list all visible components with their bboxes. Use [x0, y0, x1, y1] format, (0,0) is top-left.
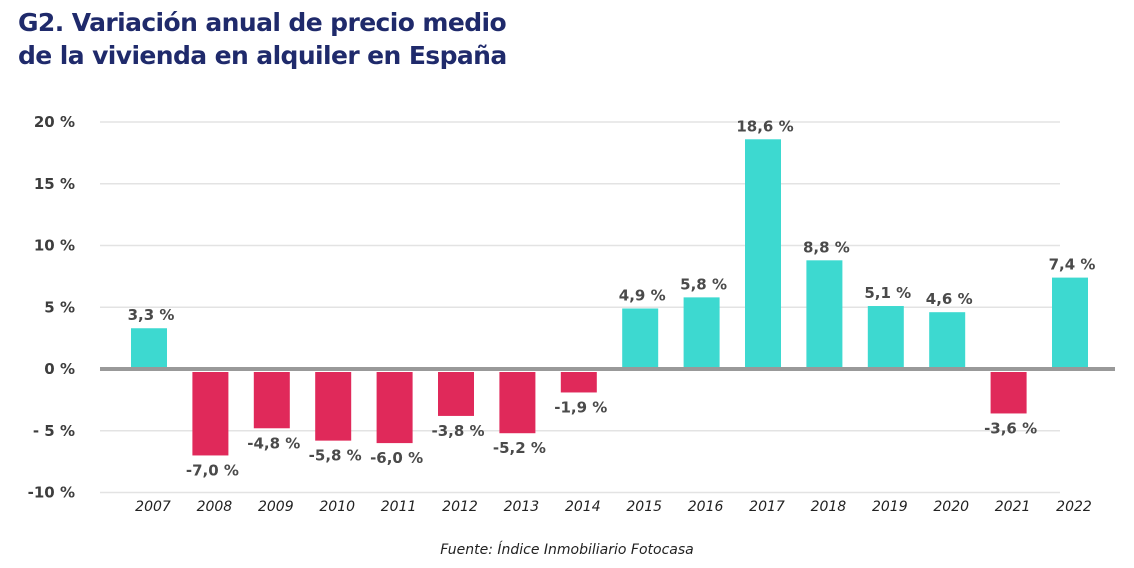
x-tick-label: 2008: [197, 499, 233, 515]
chart-title: G2. Variación anual de precio medio de l…: [18, 8, 507, 70]
data-label-2012: -3,8 %: [431, 422, 484, 440]
bar-2019: [867, 306, 904, 369]
data-label-2007: 3,3 %: [128, 306, 175, 324]
bar-2017: [745, 139, 781, 369]
x-tick-label: 2015: [626, 499, 662, 515]
x-tick-label: 2020: [933, 499, 969, 515]
x-tick-label: 2012: [442, 499, 478, 515]
bar-2014: [560, 372, 597, 393]
data-label-2018: 8,8 %: [803, 238, 850, 256]
x-axis-ticks: 2007 2008 2009 2010 2011 2012 2013 2014 2015 2016…: [135, 499, 1092, 515]
data-labels: 3,3 % -7,0 % -4,8 % -5,8 % -6,0 % -3,8 % -5,2 …: [128, 117, 1096, 479]
chart-source: Fuente: Índice Inmobiliario Fotocasa: [440, 542, 694, 558]
x-tick-label: 2017: [749, 499, 785, 515]
data-label-2011: -6,0 %: [370, 449, 423, 467]
gridlines: [100, 121, 1060, 494]
bar-2009: [253, 372, 290, 429]
data-label-2009: -4,8 %: [247, 434, 300, 452]
bar-2018: [806, 260, 843, 369]
bar-2015: [622, 308, 659, 369]
data-label-2017: 18,6 %: [736, 117, 793, 135]
data-label-2010: -5,8 %: [309, 447, 362, 465]
data-label-2022: 7,4 %: [1049, 256, 1096, 274]
x-tick-label: 2021: [995, 499, 1031, 515]
bar-2020: [929, 312, 966, 369]
x-tick-label: 2009: [258, 499, 294, 515]
bars: [131, 139, 1088, 456]
x-tick-label: 2019: [872, 499, 908, 515]
bar-2007: [131, 328, 167, 369]
y-tick-label: 5 %: [44, 298, 75, 316]
y-tick-label: 20 %: [34, 113, 75, 131]
y-tick-label: - 5 %: [33, 422, 75, 440]
bar-2010: [315, 372, 352, 441]
y-axis-ticks: 20 % 15 % 10 % 5 % 0 % - 5 % -10 %: [28, 113, 75, 502]
x-tick-label: 2016: [688, 499, 724, 515]
y-tick-label: 0 %: [44, 360, 75, 378]
data-label-2008: -7,0 %: [186, 461, 239, 479]
x-tick-label: 2022: [1056, 499, 1092, 515]
x-tick-label: 2011: [381, 499, 417, 515]
x-tick-label: 2018: [811, 499, 847, 515]
y-tick-label: -10 %: [28, 484, 75, 502]
bar-2008: [192, 372, 229, 456]
data-label-2013: -5,2 %: [493, 439, 546, 457]
x-tick-label: 2014: [565, 499, 601, 515]
data-label-2021: -3,6 %: [984, 419, 1037, 437]
bar-2022: [1052, 277, 1088, 369]
data-label-2015: 4,9 %: [619, 286, 666, 304]
y-tick-label: 10 %: [34, 237, 75, 255]
data-label-2019: 5,1 %: [864, 284, 911, 302]
y-tick-label: 15 %: [34, 175, 75, 193]
bar-2012: [438, 372, 474, 416]
x-tick-label: 2007: [135, 499, 171, 515]
data-label-2014: -1,9 %: [554, 398, 607, 416]
bar-2016: [683, 297, 720, 369]
x-tick-label: 2010: [319, 499, 355, 515]
bar-2021: [990, 372, 1027, 414]
bar-2013: [499, 372, 536, 434]
data-label-2020: 4,6 %: [926, 290, 973, 308]
bar-2011: [376, 372, 413, 444]
data-label-2016: 5,8 %: [680, 275, 727, 293]
x-tick-label: 2013: [504, 499, 540, 515]
